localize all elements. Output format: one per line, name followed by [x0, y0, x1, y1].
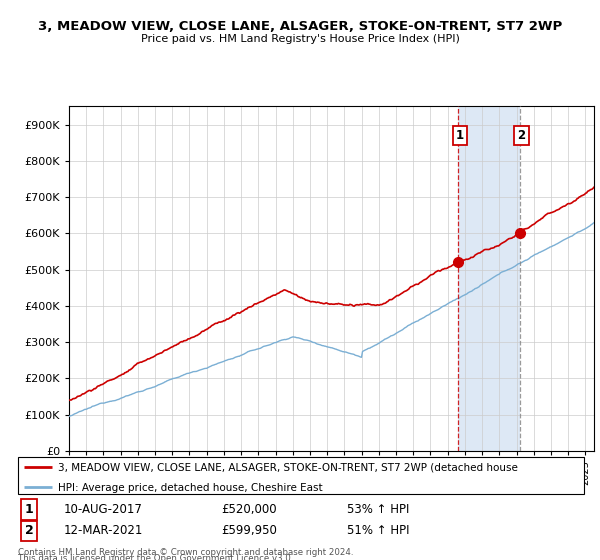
- Text: This data is licensed under the Open Government Licence v3.0.: This data is licensed under the Open Gov…: [18, 554, 293, 560]
- Text: HPI: Average price, detached house, Cheshire East: HPI: Average price, detached house, Ches…: [58, 483, 323, 493]
- Bar: [458, 106, 520, 451]
- Text: 53% ↑ HPI: 53% ↑ HPI: [347, 503, 410, 516]
- Text: 1: 1: [25, 503, 34, 516]
- Text: 10-AUG-2017: 10-AUG-2017: [64, 503, 143, 516]
- Text: 2: 2: [517, 129, 526, 142]
- Text: 3, MEADOW VIEW, CLOSE LANE, ALSAGER, STOKE-ON-TRENT, ST7 2WP (detached house: 3, MEADOW VIEW, CLOSE LANE, ALSAGER, STO…: [58, 463, 518, 473]
- Text: 2: 2: [25, 524, 34, 537]
- Text: £599,950: £599,950: [221, 524, 277, 537]
- Text: 1: 1: [456, 129, 464, 142]
- Text: 3, MEADOW VIEW, CLOSE LANE, ALSAGER, STOKE-ON-TRENT, ST7 2WP: 3, MEADOW VIEW, CLOSE LANE, ALSAGER, STO…: [38, 20, 562, 32]
- FancyBboxPatch shape: [18, 458, 584, 493]
- Text: 12-MAR-2021: 12-MAR-2021: [64, 524, 143, 537]
- Text: £520,000: £520,000: [221, 503, 277, 516]
- Text: Price paid vs. HM Land Registry's House Price Index (HPI): Price paid vs. HM Land Registry's House …: [140, 34, 460, 44]
- Text: 51% ↑ HPI: 51% ↑ HPI: [347, 524, 410, 537]
- Text: Contains HM Land Registry data © Crown copyright and database right 2024.: Contains HM Land Registry data © Crown c…: [18, 548, 353, 557]
